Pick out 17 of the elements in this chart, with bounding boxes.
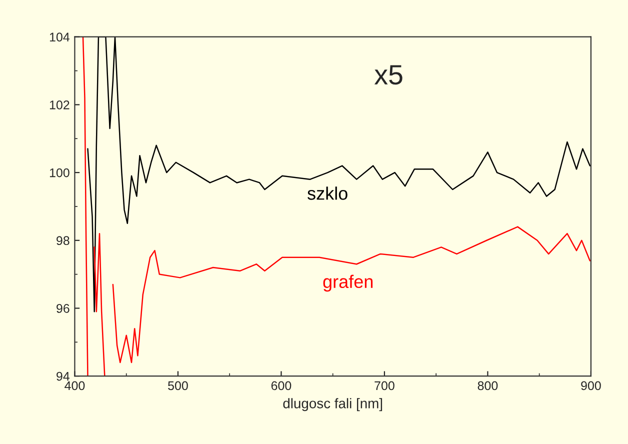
y-tick-label: 102 (50, 100, 70, 110)
x-tick-label: 800 (478, 381, 498, 390)
y-tick-label: 100 (50, 168, 70, 178)
series-label: szklo (308, 186, 348, 200)
x-tick-label: 700 (374, 381, 394, 390)
x-tick-label: 600 (271, 381, 292, 390)
x-tick-label: 500 (168, 381, 188, 390)
y-tick-label: 96 (56, 304, 70, 313)
x-tick-label: 900 (581, 381, 601, 390)
series-label: grafen (323, 274, 373, 292)
x-axis-title: dlugosc fali [nm] (283, 398, 382, 412)
annotation: x5 (374, 65, 402, 85)
line-series (87, 36, 591, 312)
y-tick-label: 104 (50, 32, 70, 42)
x-tick-label: 400 (64, 381, 85, 390)
y-tick-label: 98 (56, 236, 70, 246)
y-tick-label: 94 (56, 372, 70, 381)
